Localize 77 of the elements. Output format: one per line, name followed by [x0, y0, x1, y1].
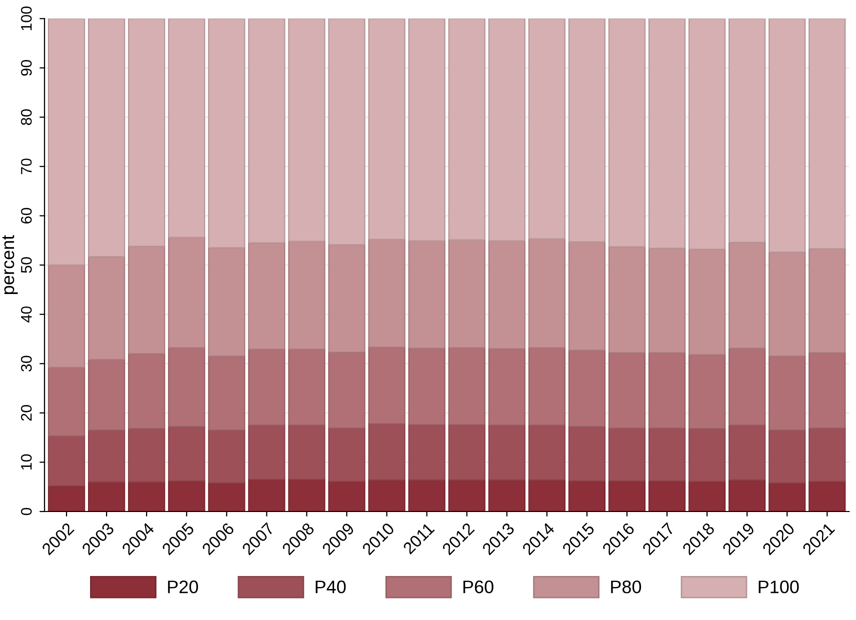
- bar: [768, 430, 806, 484]
- bar: [128, 18, 166, 247]
- y-tick-label: 30: [20, 356, 32, 372]
- bar: [208, 430, 246, 484]
- bar: [568, 18, 606, 242]
- bar: [128, 428, 166, 482]
- bar: [168, 426, 206, 482]
- bar: [208, 482, 246, 512]
- bar: [48, 18, 86, 266]
- bar: [168, 18, 206, 238]
- bar: [208, 18, 246, 248]
- bar: [768, 482, 806, 512]
- legend-label: P100: [758, 580, 799, 594]
- y-tick-label: 0: [20, 508, 32, 516]
- bar: [288, 424, 326, 480]
- bar: [488, 479, 526, 512]
- bar: [368, 479, 406, 512]
- bar: [408, 479, 446, 512]
- bar: [88, 430, 126, 482]
- y-tick-label: 90: [20, 60, 32, 76]
- bar: [728, 424, 766, 481]
- bar: [248, 424, 286, 480]
- legend-label: P60: [463, 580, 494, 594]
- y-tick-label: 50: [20, 257, 32, 273]
- bar: [328, 18, 366, 246]
- bar: [568, 480, 606, 512]
- bar: [528, 424, 566, 481]
- bar: [528, 479, 566, 512]
- legend-label: P80: [611, 580, 642, 594]
- bar: [768, 18, 806, 253]
- bar: [648, 18, 686, 249]
- bar: [568, 426, 606, 482]
- bar: [88, 18, 126, 258]
- bar: [48, 436, 86, 486]
- bar: [288, 18, 326, 242]
- bar: [408, 424, 446, 481]
- bar: [448, 424, 486, 481]
- legend-label: P20: [168, 580, 198, 594]
- bar: [488, 424, 526, 481]
- bar: [608, 18, 646, 248]
- y-tick-label: 10: [20, 454, 32, 470]
- bar: [328, 480, 366, 512]
- bar: [528, 18, 566, 240]
- y-tick-label: 100: [20, 6, 32, 30]
- bar: [688, 428, 726, 482]
- bar: [608, 428, 646, 482]
- bar: [128, 481, 166, 512]
- bar: [88, 481, 126, 512]
- y-tick-label: 40: [20, 306, 32, 322]
- bar: [728, 479, 766, 512]
- bar: [808, 480, 846, 512]
- bar: [648, 428, 686, 482]
- bar: [328, 428, 366, 482]
- bar: [368, 423, 406, 481]
- bar: [648, 480, 686, 512]
- bar: [168, 480, 206, 512]
- bar: [48, 485, 86, 512]
- y-tick-label: 80: [20, 109, 32, 126]
- bar: [728, 18, 766, 243]
- bar: [808, 18, 846, 250]
- bar: [248, 478, 286, 512]
- y-tick-label: 70: [20, 158, 32, 174]
- bar: [808, 428, 846, 482]
- bar: [608, 480, 646, 512]
- bar: [288, 478, 326, 512]
- bar: [248, 18, 286, 244]
- y-tick-label: 20: [20, 405, 32, 421]
- bar: [448, 18, 486, 240]
- bar: [408, 18, 446, 242]
- bar: [688, 480, 726, 512]
- bar: [488, 18, 526, 242]
- y-tick-label: 60: [20, 208, 32, 224]
- bar: [448, 479, 486, 512]
- bar: [368, 18, 406, 240]
- legend-label: P40: [316, 580, 346, 594]
- y-axis-title: percent: [2, 235, 18, 294]
- bar: [688, 18, 726, 250]
